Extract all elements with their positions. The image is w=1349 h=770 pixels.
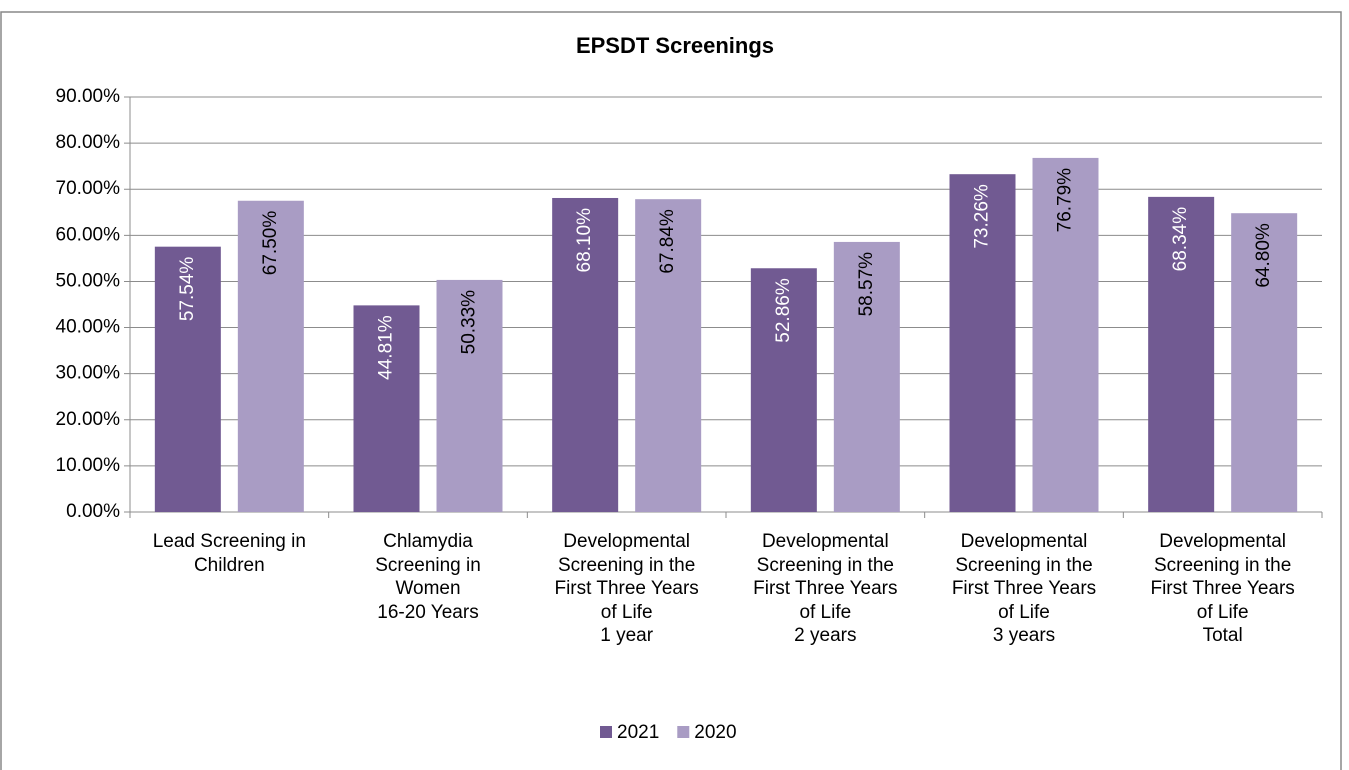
data-label: 64.80% [1253, 223, 1274, 288]
data-label: 67.50% [260, 211, 281, 276]
legend-swatch [677, 726, 690, 738]
x-tick-label: Lead Screening in Children [152, 531, 306, 576]
x-tick-label: Chlamydia Screening in Women 16-20 Years [375, 531, 481, 623]
bar [1231, 213, 1298, 512]
y-tick-label: 60.00% [56, 224, 121, 245]
bar [237, 200, 304, 512]
data-label: 67.84% [657, 209, 678, 274]
bar [1148, 196, 1215, 513]
y-tick-label: 20.00% [56, 409, 121, 430]
data-label: 58.57% [856, 252, 877, 317]
x-tick-label: Developmental Screening in the First Thr… [1150, 531, 1295, 647]
bar [353, 305, 420, 512]
bar [154, 246, 221, 512]
data-label: 57.54% [177, 257, 198, 322]
bar [833, 241, 900, 512]
data-label: 52.86% [773, 278, 794, 343]
legend-label: 2020 [694, 722, 736, 743]
legend-swatch [600, 726, 612, 738]
y-tick-label: 90.00% [56, 86, 121, 107]
data-label: 73.26% [972, 184, 993, 249]
data-label: 76.79% [1055, 168, 1076, 233]
y-tick-label: 10.00% [56, 455, 121, 476]
bar [949, 174, 1016, 512]
data-label: 68.34% [1170, 207, 1191, 272]
bar [635, 199, 702, 512]
bar [552, 197, 619, 512]
y-tick-label: 0.00% [66, 501, 120, 522]
bar [1032, 157, 1099, 512]
y-tick-label: 80.00% [56, 132, 121, 153]
bar [436, 279, 503, 512]
y-tick-label: 70.00% [56, 178, 121, 199]
data-label: 44.81% [376, 315, 397, 380]
x-tick-label: Developmental Screening in the First Thr… [554, 531, 699, 647]
data-label: 50.33% [459, 290, 480, 355]
x-tick-label: Developmental Screening in the First Thr… [753, 531, 898, 647]
chart-title: EPSDT Screenings [576, 33, 774, 58]
y-tick-label: 30.00% [56, 363, 121, 384]
bar [750, 268, 817, 512]
y-tick-label: 40.00% [56, 317, 121, 338]
legend-label: 2021 [617, 722, 659, 743]
data-label: 68.10% [574, 208, 595, 273]
y-tick-label: 50.00% [56, 270, 121, 291]
x-tick-label: Developmental Screening in the First Thr… [951, 531, 1097, 647]
